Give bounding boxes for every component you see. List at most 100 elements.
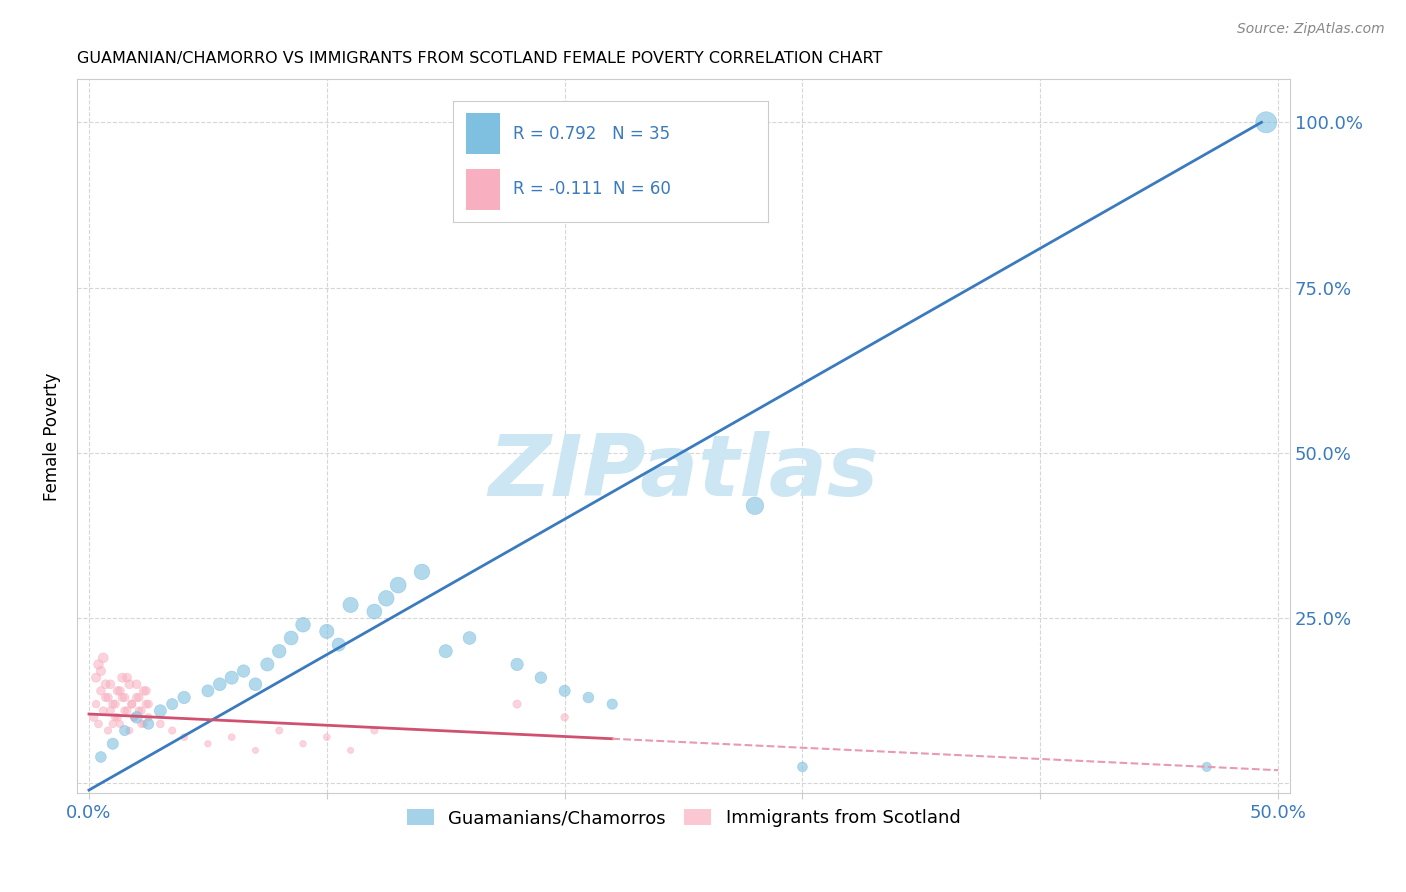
Point xyxy=(315,730,337,744)
Point xyxy=(554,710,576,724)
Y-axis label: Female Poverty: Female Poverty xyxy=(44,372,60,500)
Point xyxy=(160,723,183,738)
Point xyxy=(100,704,122,718)
Point xyxy=(114,690,136,705)
Point xyxy=(87,657,110,672)
Point xyxy=(115,671,138,685)
Point xyxy=(292,617,315,632)
Point xyxy=(375,591,398,606)
Text: ZIPatlas: ZIPatlas xyxy=(488,431,879,514)
Point xyxy=(221,671,243,685)
Point xyxy=(125,690,148,705)
Point xyxy=(600,697,623,711)
Text: Source: ZipAtlas.com: Source: ZipAtlas.com xyxy=(1237,22,1385,37)
Point xyxy=(87,717,110,731)
Point xyxy=(1256,115,1278,129)
Point xyxy=(744,499,766,513)
Point xyxy=(458,631,481,645)
Point xyxy=(280,631,302,645)
Point xyxy=(100,677,122,691)
Point xyxy=(506,657,529,672)
Point xyxy=(387,578,409,592)
Point xyxy=(97,690,120,705)
Point xyxy=(94,690,117,705)
Point xyxy=(91,650,114,665)
Point xyxy=(97,723,120,738)
Point xyxy=(108,684,131,698)
Point xyxy=(245,677,267,691)
Point xyxy=(128,704,150,718)
Point xyxy=(792,760,814,774)
Point xyxy=(114,704,136,718)
Point xyxy=(339,598,361,612)
Point xyxy=(530,671,553,685)
Point xyxy=(104,697,127,711)
Point xyxy=(160,697,183,711)
Point xyxy=(94,677,117,691)
Point xyxy=(135,697,157,711)
Point xyxy=(90,664,112,678)
Point xyxy=(149,717,172,731)
Point xyxy=(121,697,143,711)
Point xyxy=(118,677,141,691)
Point xyxy=(149,704,172,718)
Point xyxy=(173,690,195,705)
Point xyxy=(208,677,231,691)
Point xyxy=(1195,760,1218,774)
Point xyxy=(138,717,160,731)
Point xyxy=(122,710,145,724)
Point xyxy=(122,710,145,724)
Point xyxy=(245,743,267,757)
Point xyxy=(108,717,131,731)
Point xyxy=(118,723,141,738)
Point xyxy=(83,710,105,724)
Point xyxy=(434,644,457,658)
Point xyxy=(121,697,143,711)
Point xyxy=(101,737,124,751)
Point xyxy=(101,697,124,711)
Point xyxy=(138,697,160,711)
Point xyxy=(125,710,148,724)
Legend: Guamanians/Chamorros, Immigrants from Scotland: Guamanians/Chamorros, Immigrants from Sc… xyxy=(399,802,967,834)
Point xyxy=(138,710,160,724)
Point xyxy=(107,684,129,698)
Point xyxy=(101,717,124,731)
Point xyxy=(107,710,129,724)
Point xyxy=(84,697,107,711)
Point xyxy=(363,723,385,738)
Point xyxy=(90,684,112,698)
Point xyxy=(292,737,315,751)
Point xyxy=(173,730,195,744)
Point xyxy=(135,684,157,698)
Point xyxy=(115,704,138,718)
Point xyxy=(411,565,433,579)
Point xyxy=(111,671,134,685)
Point xyxy=(578,690,600,705)
Point xyxy=(104,710,127,724)
Point xyxy=(506,697,529,711)
Point xyxy=(90,750,112,764)
Point xyxy=(197,684,219,698)
Point xyxy=(269,644,291,658)
Text: GUAMANIAN/CHAMORRO VS IMMIGRANTS FROM SCOTLAND FEMALE POVERTY CORRELATION CHART: GUAMANIAN/CHAMORRO VS IMMIGRANTS FROM SC… xyxy=(77,51,883,66)
Point xyxy=(232,664,254,678)
Point xyxy=(128,690,150,705)
Point xyxy=(125,677,148,691)
Point xyxy=(269,723,291,738)
Point xyxy=(197,737,219,751)
Point xyxy=(554,684,576,698)
Point xyxy=(315,624,337,639)
Point xyxy=(91,704,114,718)
Point xyxy=(328,638,350,652)
Point xyxy=(132,684,155,698)
Point xyxy=(131,717,153,731)
Point xyxy=(84,671,107,685)
Point xyxy=(111,690,134,705)
Point xyxy=(363,605,385,619)
Point xyxy=(256,657,278,672)
Point xyxy=(221,730,243,744)
Point xyxy=(339,743,361,757)
Point xyxy=(114,723,136,738)
Point xyxy=(131,704,153,718)
Point xyxy=(132,717,155,731)
